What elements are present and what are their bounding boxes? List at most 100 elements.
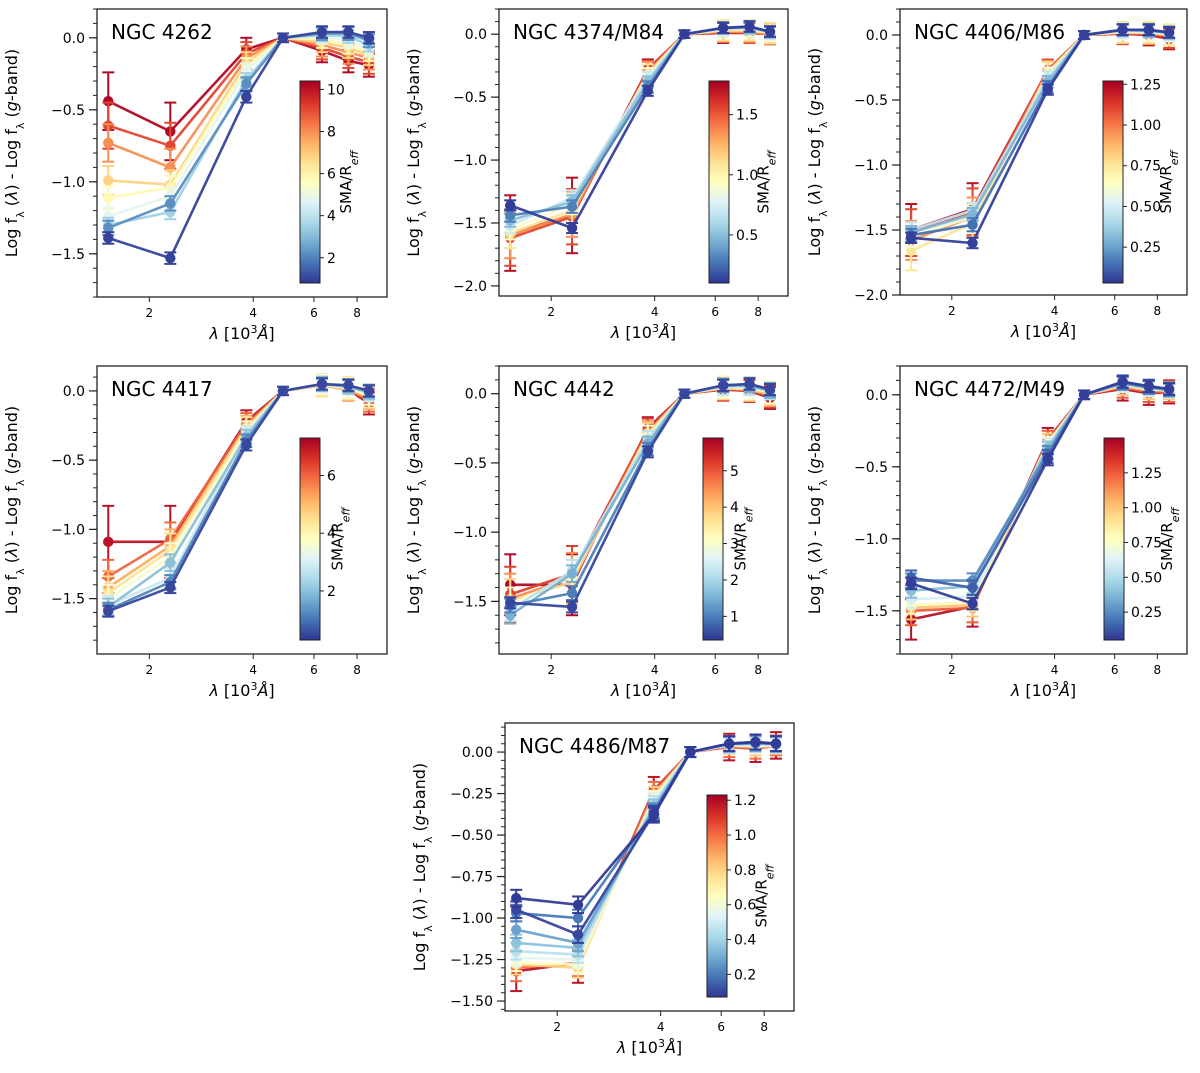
- colorbar-gradient: [299, 437, 321, 641]
- x-tick-label: 4: [1051, 304, 1059, 318]
- colorbar-tick-label: 0.5: [736, 228, 758, 244]
- plot-area: [510, 731, 782, 993]
- series-sma-0.08: [510, 733, 782, 915]
- colorbar-tick-label: 1.0: [736, 168, 758, 184]
- series-line: [107, 382, 370, 611]
- data-point: [241, 78, 252, 90]
- x-axis-label: λ [103Å]: [610, 680, 676, 701]
- series-line: [510, 25, 771, 217]
- data-point: [511, 892, 522, 904]
- x-tick-label: 2: [547, 663, 555, 677]
- x-tick-label: 4: [651, 305, 659, 319]
- y-tick-label: −0.75: [450, 870, 493, 886]
- data-point: [316, 26, 328, 38]
- data-point: [1163, 383, 1175, 395]
- x-tick-label: 8: [754, 663, 762, 677]
- data-point: [103, 605, 114, 617]
- data-point: [566, 568, 578, 579]
- series-sma-1: [102, 25, 375, 265]
- y-tick-label: −0.25: [450, 787, 493, 803]
- data-point: [967, 209, 978, 220]
- data-point: [744, 21, 755, 32]
- plot-area: [102, 25, 375, 265]
- panel-title: NGC 4486/M87: [519, 734, 670, 758]
- series-sma-0.05: [905, 23, 1176, 250]
- data-point: [241, 91, 252, 103]
- data-point: [967, 582, 978, 593]
- plot-area: [102, 373, 375, 618]
- x-axis-label: λ [103Å]: [208, 323, 274, 344]
- data-point: [770, 738, 782, 749]
- colorbar-label: SMA/Reff: [732, 506, 756, 570]
- y-tick-label: −1.0: [453, 153, 487, 169]
- data-point: [744, 378, 755, 390]
- data-point: [1143, 380, 1154, 392]
- plot-area: [905, 374, 1176, 641]
- data-point: [505, 210, 516, 221]
- colorbar-tick-label: 3: [730, 537, 739, 553]
- colorbar: 2 4 6 SMA/Reff: [299, 437, 352, 641]
- y-tick-label: −1.0: [854, 532, 888, 548]
- colorbar-tick-label: 2: [327, 251, 336, 267]
- axes-frame: [504, 722, 795, 1012]
- y-tick-label: −1.25: [450, 953, 493, 969]
- data-point: [905, 245, 917, 256]
- y-tick-label: −0.5: [51, 103, 85, 119]
- data-point: [316, 378, 328, 390]
- series-line: [509, 30, 771, 237]
- y-tick-label: −0.5: [453, 90, 487, 106]
- x-tick-label: 6: [1111, 304, 1119, 318]
- panel-6: 0.0 −0.5 −1.0 −1.5 2 4 6 8 λ [103Å] Log fλ (λ) - …: [805, 365, 1188, 700]
- colorbar-tick-label: 0.50: [1131, 570, 1162, 586]
- x-tick-label: 8: [1154, 304, 1162, 318]
- x-axis-label: λ [103Å]: [208, 680, 274, 701]
- axes-frame: [96, 365, 388, 655]
- colorbar: 0.2 0.4 0.6 0.8 1.0 1.2 SMA/Reff: [706, 793, 776, 998]
- x-tick-label: 4: [651, 663, 659, 677]
- series-line: [910, 380, 1170, 590]
- series-line: [911, 381, 1170, 592]
- x-tick-label: 2: [146, 306, 154, 320]
- axes-frame: [498, 8, 789, 297]
- x-tick-label: 8: [760, 1020, 768, 1034]
- colorbar-tick-label: 1.00: [1131, 501, 1162, 517]
- colorbar-gradient: [299, 80, 321, 284]
- y-axis-label: Log fλ (λ) - Log fλ (g-band): [404, 406, 429, 614]
- colorbar-tick-label: 8: [327, 125, 336, 141]
- series-sma-0.4: [905, 375, 1176, 599]
- panel-title: NGC 4406/M86: [914, 20, 1065, 44]
- panel-title: NGC 4417: [111, 377, 213, 401]
- y-tick-label: 0.0: [63, 384, 85, 400]
- y-tick-label: 0.0: [866, 388, 888, 404]
- series-line: [516, 742, 777, 956]
- data-point: [165, 252, 176, 264]
- y-tick-label: −2.0: [453, 279, 487, 295]
- data-point: [764, 26, 776, 37]
- data-point: [103, 536, 114, 548]
- series-sma-0.25: [905, 375, 1176, 589]
- series-sma-1.35: [504, 20, 776, 260]
- plot-area: [504, 374, 776, 625]
- panel-title: NGC 4442: [513, 377, 615, 401]
- x-tick-label: 6: [310, 663, 318, 677]
- data-point: [505, 597, 516, 608]
- series-sma-0.12: [504, 20, 776, 235]
- data-point: [905, 594, 917, 605]
- data-point: [566, 587, 578, 599]
- series-line: [509, 26, 771, 222]
- y-axis-label: Log fλ (λ) - Log fλ (g-band): [410, 763, 435, 971]
- data-point: [165, 582, 176, 593]
- y-tick-label: −1.5: [453, 216, 487, 232]
- series-sma-9.1: [102, 32, 375, 170]
- data-point: [103, 137, 114, 149]
- data-point: [103, 211, 114, 222]
- data-point: [511, 937, 522, 949]
- y-tick-label: −1.5: [51, 592, 85, 608]
- y-tick-label: 0.00: [462, 745, 493, 761]
- data-point: [103, 192, 114, 203]
- data-point: [724, 738, 735, 749]
- panel-4: 0.0 −0.5 −1.0 −1.5 2 4 6 8 λ [103Å] Log fλ (λ) - …: [2, 365, 388, 701]
- series-line: [509, 27, 771, 231]
- series-line: [516, 744, 776, 961]
- series-sma-0.7: [504, 20, 776, 235]
